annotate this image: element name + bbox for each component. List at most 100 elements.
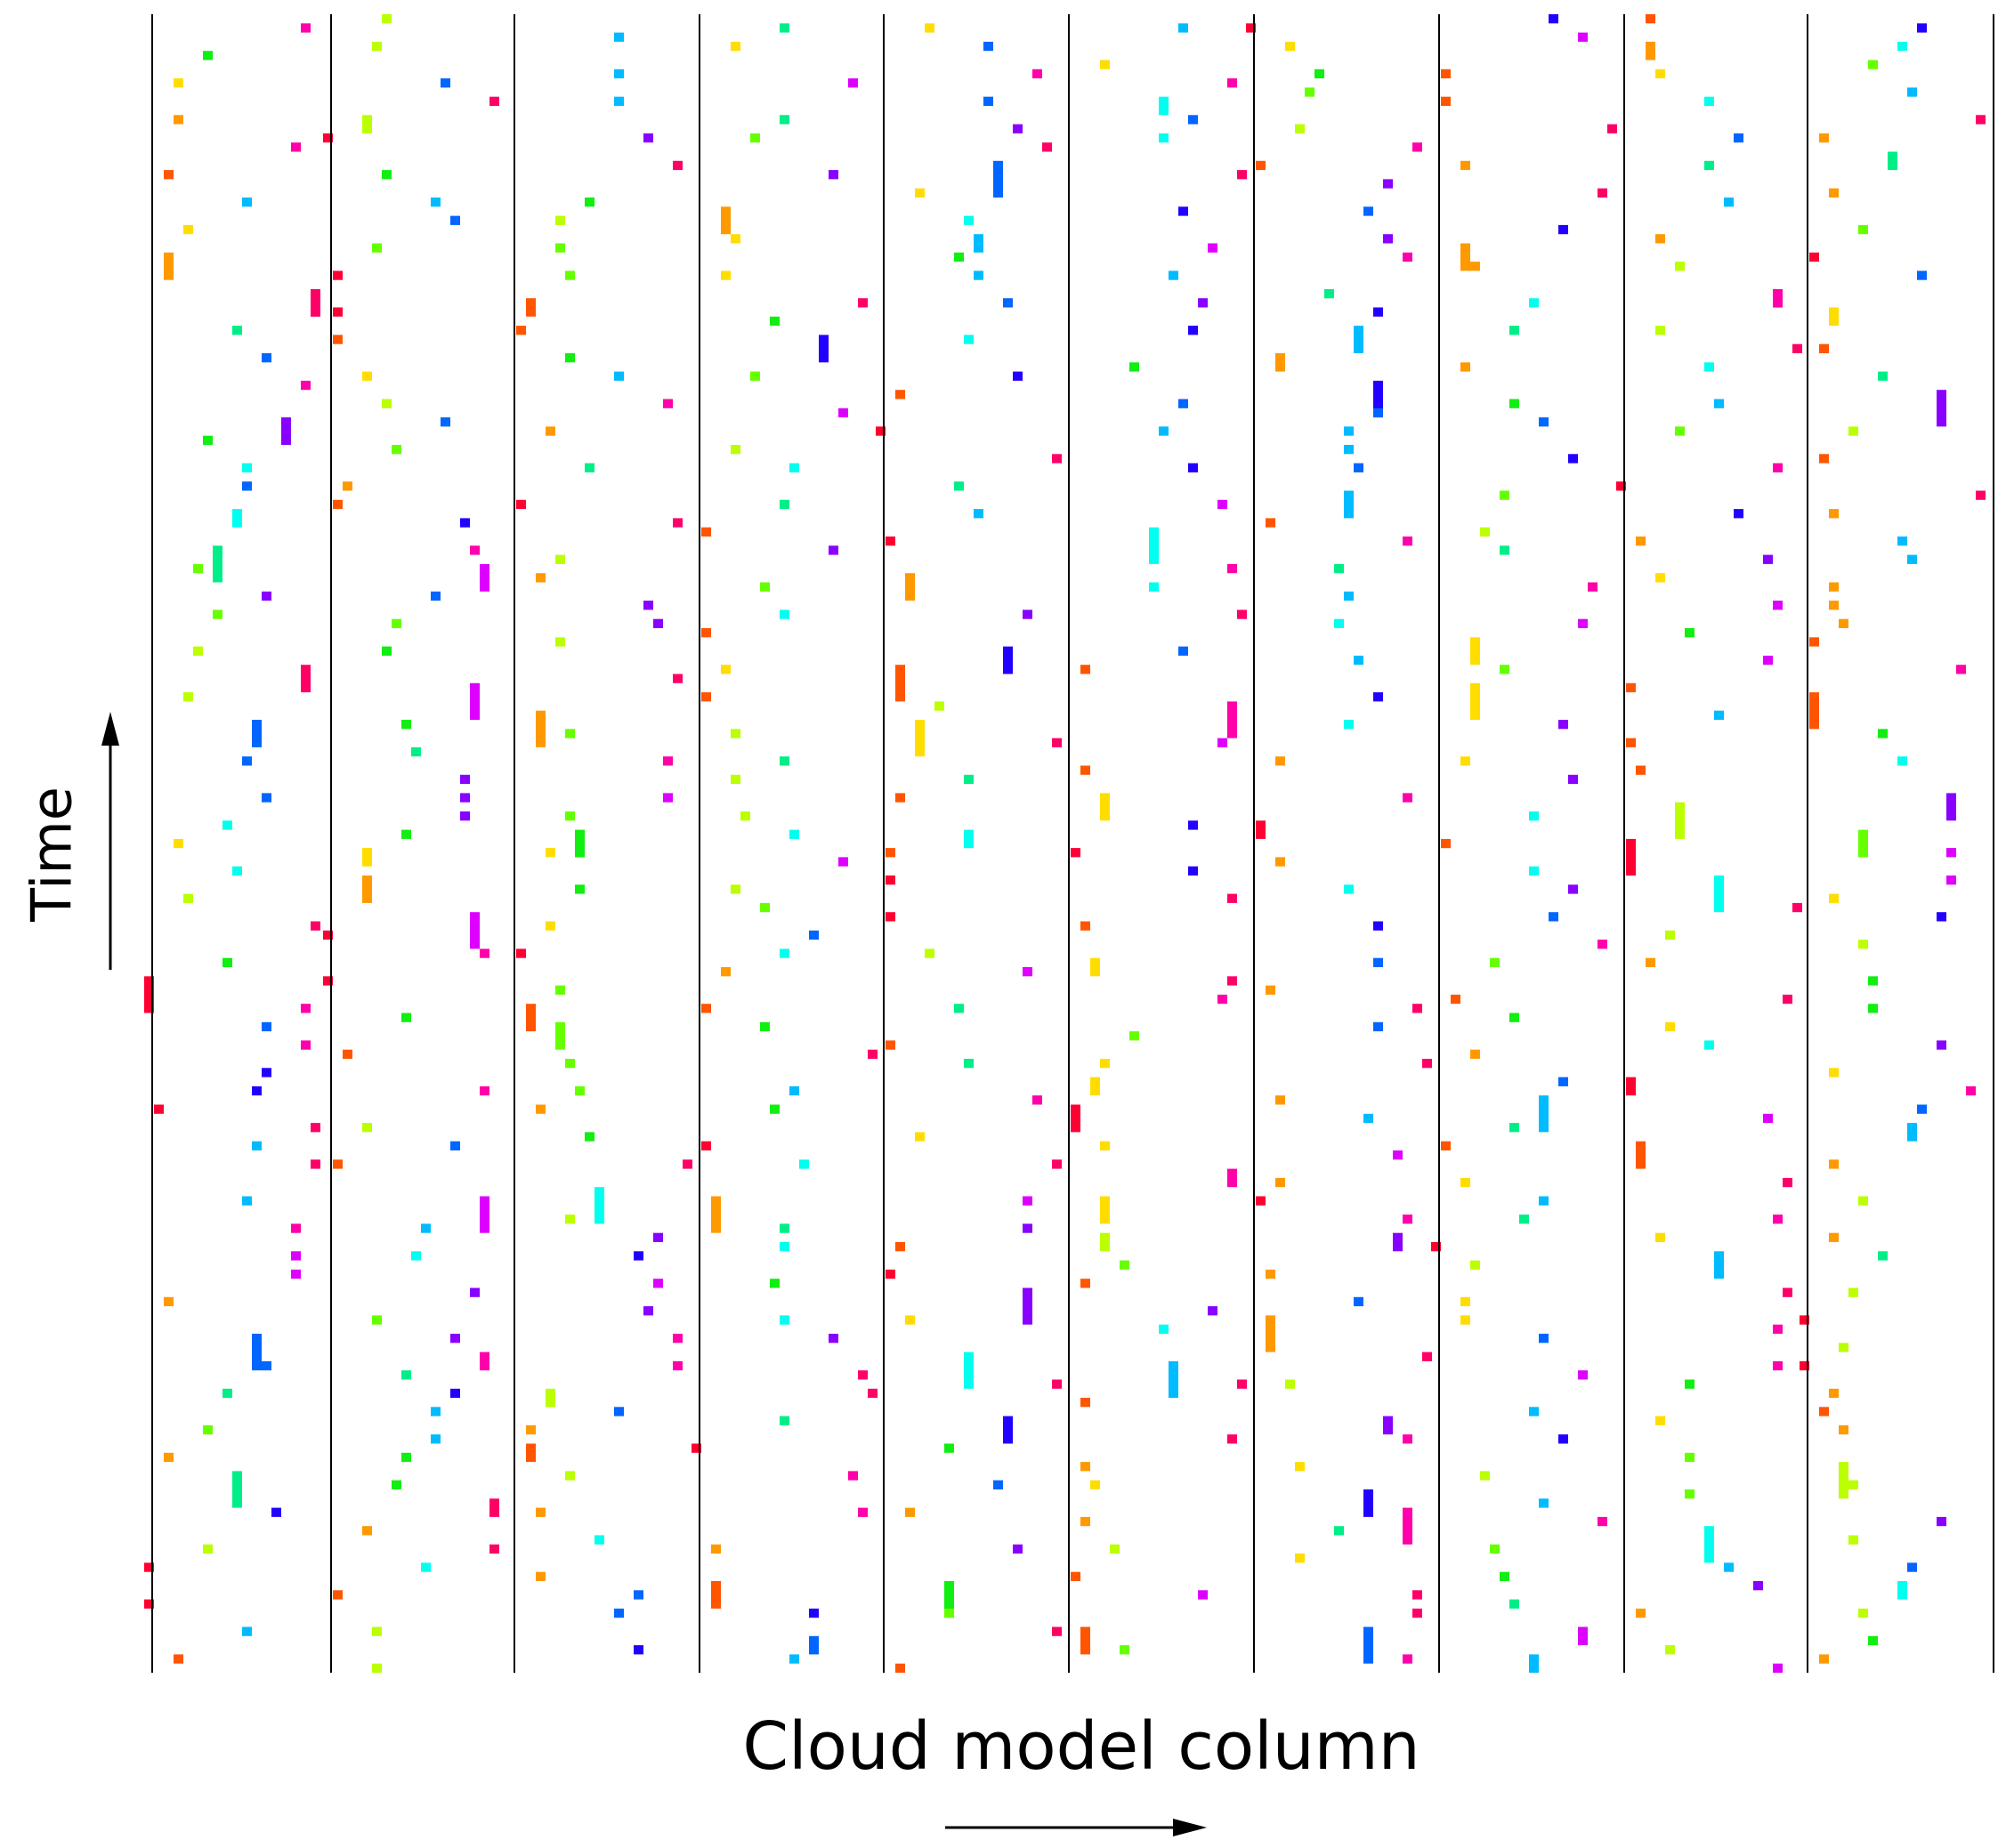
cloud-cell [1003, 646, 1013, 674]
cloud-cell [252, 1334, 262, 1371]
cloud-cell [1578, 1370, 1588, 1380]
cloud-cell [1907, 554, 1917, 564]
cloud-cell [1334, 1526, 1344, 1536]
cloud-cell [1412, 142, 1422, 152]
cloud-cell [470, 912, 480, 949]
cloud-cell [1080, 1462, 1090, 1472]
cloud-cell [1946, 793, 1956, 821]
cloud-cell [731, 729, 740, 738]
cloud-cell [750, 133, 760, 143]
cloud-cell [1460, 160, 1470, 171]
cloud-cell [1129, 362, 1139, 372]
cloud-cell [643, 133, 653, 143]
cloud-cell [1937, 390, 1946, 427]
cloud-cell [252, 720, 262, 747]
cloud-cell [1373, 380, 1383, 418]
cloud-cell [692, 1443, 701, 1453]
cloud-cell [401, 829, 411, 839]
cloud-cell [421, 1562, 431, 1572]
cloud-cell [1714, 710, 1724, 720]
cloud-cell [1159, 426, 1169, 436]
cloud-cell [1412, 1590, 1422, 1600]
cloud-cell [1080, 921, 1090, 931]
cloud-cell [731, 445, 740, 455]
cloud-cell [1829, 307, 1839, 327]
cloud-cell [431, 1407, 441, 1416]
cloud-cell [1441, 69, 1451, 79]
cloud-cell [1839, 1343, 1848, 1352]
cloud-cell [1470, 637, 1480, 666]
cloud-cell [1441, 96, 1451, 106]
cloud-cell [1295, 1462, 1305, 1472]
cloud-cell [431, 591, 441, 601]
cloud-cell [789, 829, 799, 839]
cloud-cell [421, 1223, 431, 1233]
cloud-cell [343, 481, 352, 491]
cloud-cell [1829, 1159, 1839, 1169]
cloud-cell [1685, 628, 1695, 638]
cloud-cell [1509, 1599, 1519, 1609]
cloud-cell [1878, 1251, 1888, 1261]
cell-layer [144, 14, 1986, 1673]
cloud-cell [1412, 1608, 1422, 1618]
cloud-cell [333, 1159, 343, 1169]
cloud-cell [291, 1269, 301, 1279]
cloud-cell [1090, 1077, 1100, 1096]
cloud-cell [1714, 399, 1724, 408]
cloud-cell [663, 793, 673, 803]
cloud-cell [565, 1215, 575, 1224]
cloud-cell [1159, 133, 1169, 143]
cloud-cell [1285, 1379, 1295, 1389]
cloud-cell [1490, 1544, 1500, 1554]
cloud-cell [1704, 96, 1714, 106]
cloud-cell [1149, 527, 1159, 564]
time-arrow-head [101, 712, 119, 746]
cloud-cell [1198, 1590, 1208, 1600]
cloud-cell [1626, 838, 1636, 876]
cloud-cell [333, 335, 343, 344]
cloud-cell [401, 720, 411, 730]
cloud-cell [164, 1452, 174, 1463]
cloud-cell [1783, 1177, 1792, 1188]
cloud-cell [1208, 1306, 1217, 1316]
cloud-cell [954, 481, 964, 491]
cloud-cell [1295, 124, 1305, 133]
cloud-cell [401, 1013, 411, 1022]
cloud-cell [362, 371, 372, 381]
cloud-cell [1344, 591, 1354, 601]
cloud-cell [565, 729, 575, 738]
cloud-cell [1946, 848, 1956, 858]
cloud-cell [1383, 234, 1393, 244]
cloud-cell [1829, 509, 1839, 519]
cloud-cell [595, 1187, 604, 1224]
cloud-cell [1539, 1095, 1549, 1133]
cloud-cell [489, 1544, 499, 1554]
cloud-cell [154, 1104, 164, 1114]
cloud-cell [252, 1141, 262, 1150]
cloud-cell [301, 665, 311, 693]
cloud-cell [1734, 509, 1743, 519]
cloud-cell [565, 353, 575, 363]
cloud-cell [1607, 124, 1617, 133]
cloud-cell [1858, 224, 1868, 235]
cloud-cell [311, 1123, 320, 1133]
cloud-cell [1363, 206, 1373, 216]
cloud-cell [460, 774, 470, 785]
cloud-cell [848, 1471, 858, 1481]
cloud-cell [516, 326, 526, 335]
cloud-cell [470, 545, 480, 555]
cloud-cell [731, 884, 740, 894]
cloud-cell [1685, 1489, 1695, 1499]
cloud-cell [1480, 527, 1490, 537]
cloud-cell [819, 335, 829, 363]
cloud-cell [1480, 1471, 1490, 1481]
cloud-cell [401, 1452, 411, 1463]
cloud-cell [555, 637, 565, 647]
cloud-cell [333, 1590, 343, 1600]
cloud-cell [1500, 490, 1509, 500]
cloud-cell [1052, 454, 1062, 464]
cloud-cell [232, 866, 242, 876]
cloud-cell [1275, 756, 1285, 766]
cloud-cell [1052, 1379, 1062, 1389]
cloud-cell [1470, 1260, 1480, 1270]
